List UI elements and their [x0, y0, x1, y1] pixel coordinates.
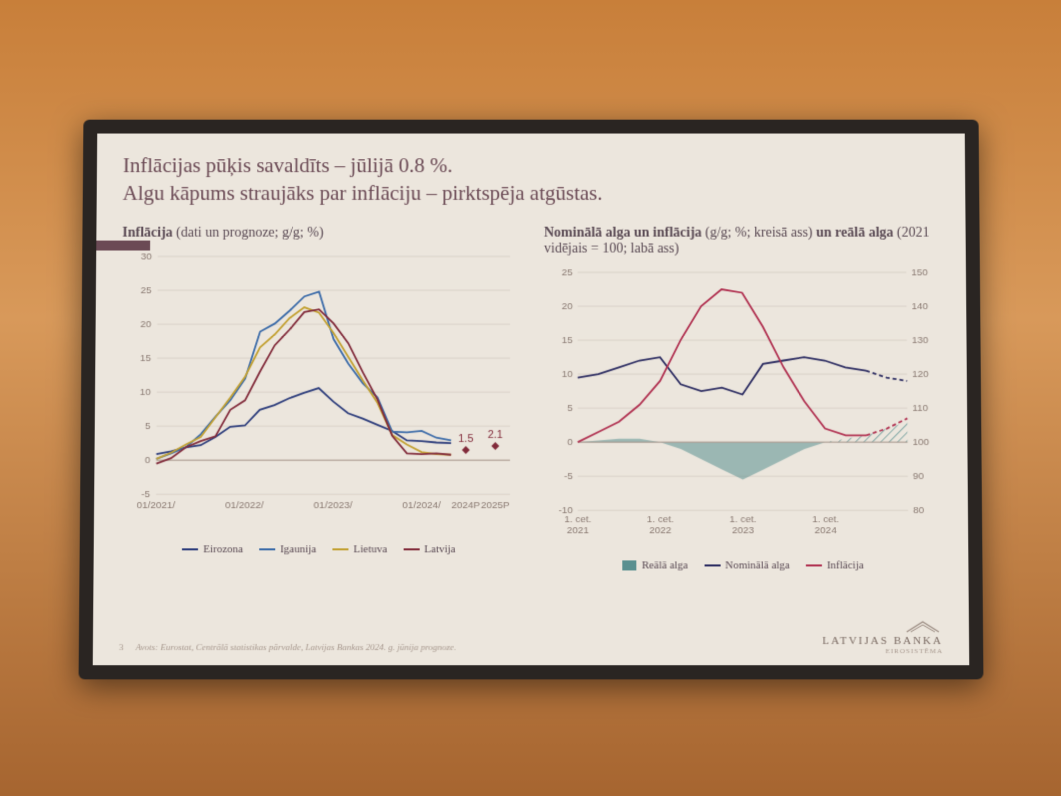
svg-text:10: 10: [139, 387, 151, 398]
legend-item: Nominālā alga: [704, 559, 790, 571]
chart1-card: Inflācija (dati un prognoze; g/g; %) -50…: [119, 225, 517, 571]
svg-text:01/2023/: 01/2023/: [313, 500, 352, 511]
svg-text:2024P: 2024P: [451, 500, 480, 511]
legend-label: Nominālā alga: [725, 559, 790, 571]
svg-text:15: 15: [561, 335, 573, 346]
chart1-title: Inflācija (dati un prognoze; g/g; %): [122, 225, 518, 241]
legend-label: Reālā alga: [641, 559, 687, 571]
legend-label: Igaunija: [280, 543, 316, 555]
svg-text:120: 120: [912, 369, 929, 380]
svg-text:01/2024/: 01/2024/: [402, 500, 441, 511]
legend-item: Lietuva: [332, 543, 387, 555]
svg-text:01/2022/: 01/2022/: [225, 500, 264, 511]
brand-icon: [902, 619, 942, 633]
svg-text:1. cet.: 1. cet.: [729, 514, 756, 525]
legend-swatch: [805, 564, 821, 566]
legend-label: Latvija: [424, 543, 455, 555]
legend-label: Lietuva: [353, 543, 387, 555]
svg-text:2.1: 2.1: [487, 429, 502, 441]
chart2-title: Nominālā alga un inflācija (g/g; %; krei…: [543, 225, 939, 257]
svg-text:20: 20: [140, 319, 152, 330]
title-line-2: Algu kāpums straujāks par inflāciju – pi…: [122, 179, 939, 207]
title-line-1: Inflācijas pūķis savaldīts – jūlijā 0.8 …: [122, 151, 939, 179]
chart2-title-rest1: (g/g; %; kreisā ass): [701, 225, 815, 240]
svg-text:2024: 2024: [814, 525, 837, 536]
svg-text:25: 25: [140, 285, 152, 296]
svg-text:10: 10: [561, 369, 573, 380]
chart1-legend: Eirozona Igaunija Lietuva Latvija: [119, 543, 517, 555]
slide: Inflācijas pūķis savaldīts – jūlijā 0.8 …: [78, 120, 983, 680]
svg-text:1.5: 1.5: [458, 433, 473, 445]
title-block: Inflācijas pūķis savaldīts – jūlijā 0.8 …: [122, 151, 939, 207]
chart2-title-bold1: Nominālā alga un inflācija: [543, 225, 701, 240]
svg-text:30: 30: [140, 251, 152, 262]
svg-text:2025P: 2025P: [480, 500, 509, 511]
svg-text:1. cet.: 1. cet.: [812, 514, 839, 525]
charts-row: Inflācija (dati un prognoze; g/g; %) -50…: [119, 225, 942, 571]
chart1-svg: -5 0 5 10 15 20 25 30 01/2021/01/2022/01/2023/01…: [119, 247, 517, 537]
legend-swatch: [182, 548, 198, 550]
legend-item: Igaunija: [259, 543, 316, 555]
source-row: 3 Avots: Eurostat, Centrālā statistikas …: [118, 637, 455, 655]
legend-label: Eirozona: [203, 543, 243, 555]
legend-swatch: [704, 564, 720, 566]
svg-text:1. cet.: 1. cet.: [646, 514, 673, 525]
svg-text:80: 80: [913, 505, 925, 516]
svg-text:0: 0: [567, 437, 573, 448]
svg-text:15: 15: [140, 353, 152, 364]
chart1-title-bold: Inflācija: [122, 225, 173, 240]
legend-label: Inflācija: [826, 559, 863, 571]
chart2-title-bold2: un reālā alga: [816, 225, 893, 240]
brand-sub: EIROSISTĒMA: [822, 647, 943, 655]
brand: LATVIJAS BANKA EIROSISTĒMA: [822, 619, 943, 655]
svg-text:0: 0: [144, 455, 150, 466]
legend-item: Reālā alga: [622, 559, 687, 571]
svg-text:-5: -5: [141, 489, 150, 500]
svg-text:130: 130: [911, 335, 928, 346]
legend-item: Eirozona: [182, 543, 243, 555]
svg-text:2021: 2021: [566, 525, 589, 536]
svg-text:2023: 2023: [731, 525, 754, 536]
footer: 3 Avots: Eurostat, Centrālā statistikas …: [118, 619, 942, 655]
chart1-title-rest: (dati un prognoze; g/g; %): [172, 225, 323, 240]
svg-text:20: 20: [561, 301, 573, 312]
source-text: Avots: Eurostat, Centrālā statistikas pā…: [135, 642, 456, 652]
svg-text:110: 110: [912, 403, 928, 414]
chart2-card: Nominālā alga un inflācija (g/g; %; krei…: [543, 225, 941, 571]
legend-item: Latvija: [403, 543, 455, 555]
chart2-svg: -10-5051015202580901001101201301401501. …: [543, 263, 941, 553]
svg-text:2022: 2022: [649, 525, 671, 536]
page-number: 3: [118, 642, 123, 652]
legend-swatch: [403, 548, 419, 550]
legend-swatch: [259, 548, 275, 550]
legend-item: Inflācija: [805, 559, 863, 571]
svg-text:140: 140: [911, 301, 928, 312]
svg-text:25: 25: [561, 267, 573, 278]
brand-name: LATVIJAS BANKA: [822, 635, 943, 647]
chart2-legend: Reālā alga Nominālā alga Inflācija: [544, 559, 942, 571]
svg-text:01/2021/: 01/2021/: [136, 500, 175, 511]
svg-text:-5: -5: [564, 471, 573, 482]
svg-text:90: 90: [912, 471, 924, 482]
svg-text:5: 5: [145, 421, 151, 432]
legend-swatch: [332, 548, 348, 550]
svg-text:5: 5: [567, 403, 573, 414]
svg-text:1. cet.: 1. cet.: [564, 514, 591, 525]
svg-text:100: 100: [912, 437, 929, 448]
legend-swatch: [622, 560, 636, 570]
svg-text:150: 150: [911, 267, 928, 278]
